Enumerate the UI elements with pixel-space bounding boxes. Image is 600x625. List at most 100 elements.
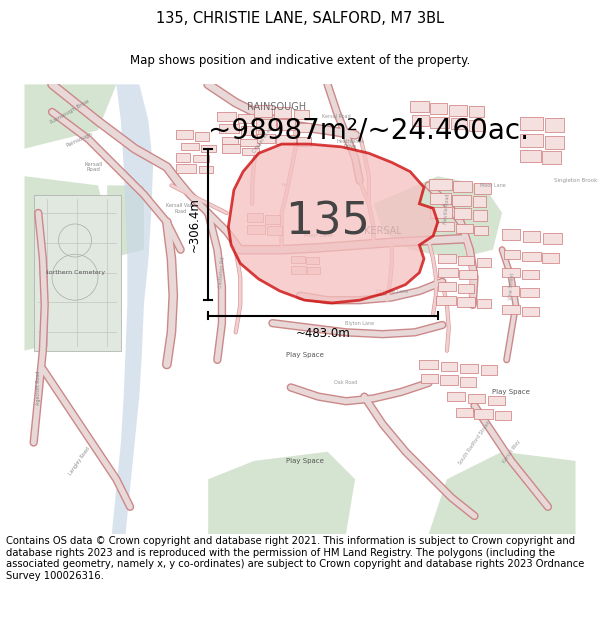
Bar: [477, 258, 491, 267]
Bar: [459, 270, 477, 279]
Bar: [451, 118, 467, 129]
Bar: [436, 296, 456, 305]
Bar: [199, 166, 213, 174]
Bar: [295, 110, 309, 119]
Polygon shape: [229, 144, 438, 303]
Bar: [196, 132, 209, 141]
Bar: [468, 394, 485, 403]
Bar: [473, 196, 487, 208]
Text: Agecroft Road: Agecroft Road: [36, 370, 41, 404]
Bar: [454, 181, 472, 192]
Bar: [297, 123, 311, 132]
Bar: [421, 374, 438, 383]
Bar: [452, 194, 471, 206]
Bar: [430, 192, 451, 204]
Text: Play Space: Play Space: [286, 458, 323, 464]
Text: KERSAL: KERSAL: [364, 226, 401, 236]
Bar: [542, 253, 559, 262]
Bar: [241, 126, 256, 135]
Bar: [430, 206, 452, 217]
Text: Chapel Road: Chapel Road: [253, 126, 274, 154]
Text: ~306.4m: ~306.4m: [188, 197, 201, 252]
Bar: [291, 256, 305, 264]
Bar: [247, 213, 263, 222]
Bar: [438, 254, 456, 264]
Bar: [438, 268, 458, 278]
Bar: [502, 305, 520, 314]
Bar: [522, 251, 541, 261]
Text: Play Space: Play Space: [286, 352, 323, 358]
Text: 135, CHRISTIE LANE, SALFORD, M7 3BL: 135, CHRISTIE LANE, SALFORD, M7 3BL: [156, 11, 444, 26]
Text: Kersall
Road: Kersall Road: [84, 162, 103, 172]
Bar: [494, 411, 511, 421]
Bar: [267, 226, 281, 235]
Text: Christie Lane: Christie Lane: [376, 289, 408, 294]
Bar: [274, 107, 291, 118]
Bar: [176, 130, 193, 139]
Bar: [254, 106, 272, 116]
Bar: [523, 231, 539, 242]
Bar: [34, 194, 121, 351]
Polygon shape: [373, 176, 502, 259]
Text: Map shows position and indicative extent of the property.: Map shows position and indicative extent…: [130, 54, 470, 68]
Bar: [176, 164, 196, 174]
Text: Oak Road: Oak Road: [334, 381, 358, 386]
Text: Moor Lane: Moor Lane: [304, 233, 333, 238]
Text: Kersal Way: Kersal Way: [502, 439, 521, 464]
Bar: [460, 364, 478, 372]
Bar: [475, 226, 488, 235]
Text: ~98987m²/~24.460ac.: ~98987m²/~24.460ac.: [208, 116, 529, 144]
Bar: [201, 145, 215, 152]
Bar: [522, 307, 539, 316]
Text: Moor Lane: Moor Lane: [480, 183, 506, 188]
Bar: [475, 409, 493, 419]
Bar: [238, 114, 254, 123]
Text: Blyton Lane: Blyton Lane: [345, 321, 374, 326]
Bar: [412, 114, 428, 126]
Text: Castleton Rd: Castleton Rd: [218, 257, 226, 289]
Text: 135: 135: [285, 201, 370, 244]
Polygon shape: [208, 452, 355, 534]
Bar: [520, 149, 541, 162]
Bar: [428, 179, 452, 190]
Bar: [520, 288, 539, 298]
Bar: [544, 233, 562, 244]
Bar: [460, 378, 476, 386]
Text: RAINSOUGH: RAINSOUGH: [247, 102, 307, 112]
Text: Vine Street: Vine Street: [508, 272, 515, 300]
Bar: [454, 208, 471, 219]
Bar: [502, 286, 518, 296]
Bar: [438, 282, 456, 291]
Bar: [473, 210, 487, 221]
Bar: [440, 362, 457, 371]
Bar: [475, 182, 491, 194]
Text: Singleton Brook: Singleton Brook: [554, 178, 597, 183]
Bar: [545, 118, 563, 132]
Bar: [430, 102, 447, 114]
Bar: [458, 256, 475, 265]
Bar: [410, 101, 428, 112]
Polygon shape: [25, 176, 116, 351]
Text: Ne...: Ne...: [281, 183, 291, 188]
Bar: [247, 225, 265, 234]
Bar: [193, 155, 209, 162]
Bar: [481, 366, 497, 374]
Text: Kersall Vale
Road: Kersall Vale Road: [166, 203, 195, 214]
Text: South Radford Street: South Radford Street: [458, 420, 491, 465]
Bar: [458, 284, 475, 293]
Bar: [542, 151, 561, 164]
Bar: [242, 148, 259, 155]
Bar: [456, 224, 473, 233]
Bar: [447, 392, 466, 401]
Bar: [276, 135, 296, 144]
Text: Heathlands
Drive: Heathlands Drive: [337, 139, 365, 149]
Text: Kersal Road: Kersal Road: [322, 114, 351, 119]
Bar: [522, 270, 539, 279]
Bar: [241, 139, 259, 146]
Bar: [488, 396, 505, 405]
Bar: [222, 144, 241, 153]
Text: Play Space: Play Space: [492, 389, 530, 395]
Bar: [456, 408, 473, 417]
Text: Langley Road: Langley Road: [68, 446, 91, 476]
Text: Northern Cemetery: Northern Cemetery: [44, 270, 106, 275]
